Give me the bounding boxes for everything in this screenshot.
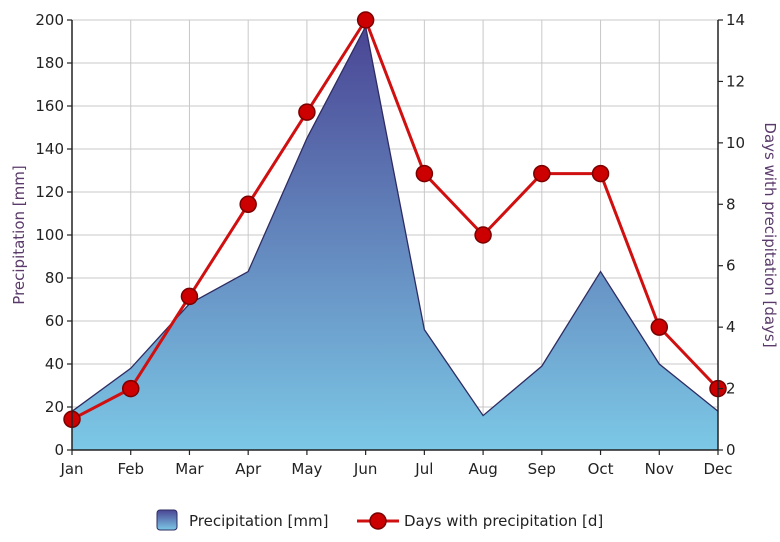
y-right-tick-label: 14 [726,11,745,29]
x-tick-label: Mar [175,460,204,478]
x-tick-label: Apr [235,460,262,478]
y-right-tick-label: 6 [726,257,736,275]
y-left-tick-label: 0 [54,441,64,459]
days-marker-aug [475,227,491,243]
y-left-tick-label: 200 [35,11,64,29]
x-tick-label: Oct [588,460,614,478]
x-tick-label: Jul [414,460,433,478]
y-left-tick-label: 180 [35,54,64,72]
days-marker-nov [651,319,667,335]
legend-marker-swatch [370,513,386,529]
legend-area-swatch [157,510,177,530]
x-tick-label: Aug [468,460,497,478]
days-marker-may [299,104,315,120]
y-right-tick-label: 4 [726,318,736,336]
y-left-tick-label: 40 [45,355,64,373]
x-tick-label: May [291,460,322,478]
precipitation-area-fill [72,26,718,450]
days-marker-sep [534,166,550,182]
x-tick-label: Jun [353,460,377,478]
days-marker-mar [181,288,197,304]
y-right-tick-label: 0 [726,441,736,459]
y-left-tick-label: 20 [45,398,64,416]
days-marker-feb [123,381,139,397]
y-right-tick-label: 10 [726,134,745,152]
legend-label-precipitation: Precipitation [mm] [189,512,328,530]
x-tick-label: Jan [59,460,83,478]
y-axis-right-title: Days with precipitation [days] [761,122,779,347]
precipitation-area-series [72,26,718,450]
y-left-tick-label: 60 [45,312,64,330]
x-tick-label: Dec [703,460,732,478]
y-left-tick-label: 160 [35,97,64,115]
y-right-tick-label: 8 [726,195,736,213]
x-tick-label: Feb [117,460,144,478]
y-axis-left-title: Precipitation [mm] [10,165,28,304]
legend-label-days: Days with precipitation [d] [404,512,603,530]
y-right-tick-label: 2 [726,380,736,398]
y-left-tick-label: 80 [45,269,64,287]
days-marker-apr [240,196,256,212]
y-right-tick-label: 12 [726,72,745,90]
y-left-tick-label: 120 [35,183,64,201]
days-marker-oct [593,166,609,182]
y-left-tick-label: 100 [35,226,64,244]
x-tick-label: Nov [645,460,674,478]
days-marker-jun [358,12,374,28]
days-marker-jul [416,166,432,182]
y-left-tick-label: 140 [35,140,64,158]
legend: Precipitation [mm] Days with precipitati… [157,510,603,530]
x-tick-label: Sep [528,460,556,478]
